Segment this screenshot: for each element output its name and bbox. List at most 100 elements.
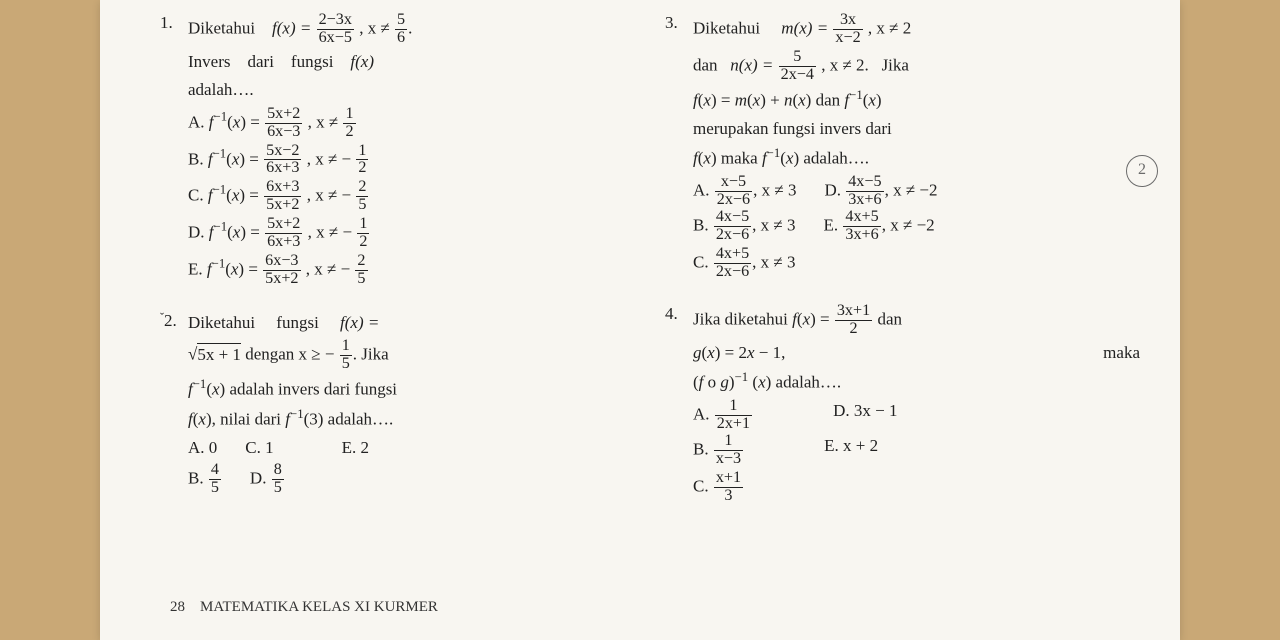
p1-l2b: dari [247,52,273,71]
p3-Cd: 2x−6 [714,264,751,281]
p1-Cn: 6x+3 [264,179,301,197]
p4-l2: g(x) = 2x − 1, maka [693,340,1140,366]
p3-l2c: , x ≠ 2. [821,55,869,74]
p1-Acn: 1 [343,106,355,124]
p1-Dn: 5x+2 [265,216,302,234]
p2-B: B. 45 [188,462,222,497]
p2-l3: f−1(x) adalah invers dari fungsi [188,375,635,403]
p2-l1a: Diketahui [188,313,255,332]
p1-Ec: , x ≠ − [306,260,350,279]
p1-Ccn: 2 [356,179,368,197]
p3-Dd: 3x+6 [846,192,883,209]
p1-Ecn: 2 [355,253,367,271]
p2-Bd: 5 [209,480,221,497]
p3-Al: A. [693,181,710,200]
problem-3: 3. Diketahui m(x) = 3xx−2 , x ≠ 2 dan n(… [665,10,1140,283]
p1-l2d: f(x) [350,52,374,71]
p3-Bc: , x ≠ 3 [752,215,795,234]
p3-l3: f(x) = m(x) + n(x) dan f−1(x) [693,86,1140,114]
p1-fd: 6x−5 [317,30,354,47]
p2-Dl: D. [250,468,267,487]
p2-l2n: 1 [340,338,352,356]
p2-opts-1: A. 0 C. 1 E. 2 [188,435,635,461]
p1-f-frac: 2−3x6x−5 [317,12,354,47]
p1-Cc: , x ≠ − [307,186,351,205]
p2-Dn: 8 [272,462,284,480]
p3-l1a: Diketahui [693,18,760,37]
p2-l4: f(x), nilai dari f−1(3) adalah…. [188,405,635,433]
p1-Bn: 5x−2 [264,143,301,161]
p1-An: 5x+2 [265,106,302,124]
p1-optB: B. f−1(x) = 5x−26x+3 , x ≠ − 12 [188,143,635,178]
p2-C: C. 1 [245,435,273,461]
p4-Cd: 3 [714,488,743,505]
p3-C: C. 4x+52x−6, x ≠ 3 [693,246,1140,281]
p4-l1d: 2 [835,321,872,338]
p3-El: E. [824,215,839,234]
p3-An: x−5 [715,174,752,192]
p3-l2b: n(x) = [730,55,773,74]
p3-Ec: , x ≠ −2 [882,215,935,234]
p1-Acd: 2 [343,124,355,141]
p1-optA: A. f−1(x) = 5x+26x−3 , x ≠ 12 [188,106,635,141]
problem-1: 1. Diketahui f(x) = 2−3x6x−5 , x ≠ 56. I… [160,10,635,290]
paper-sheet: 2 1. Diketahui f(x) = 2−3x6x−5 , x ≠ 56.… [100,0,1180,640]
p3-Dl: D. [824,181,841,200]
p3-B: B. 4x−52x−6, x ≠ 3 [693,209,796,244]
p3-Bn: 4x−5 [714,209,751,227]
p3-A: A. x−52x−6, x ≠ 3 [693,174,796,209]
p2-l1c: f(x) = [340,313,379,332]
p3-l1d: x−2 [833,30,862,47]
p1-Ac: , x ≠ [308,112,339,131]
p1-cn: 5 [395,12,407,30]
p1-cd: 6 [395,30,407,47]
p1-Ccd: 5 [356,197,368,214]
p4-r2: B. 1x−3 E. x + 2 [693,433,1140,468]
p3-Cc: , x ≠ 3 [752,252,795,271]
p2-opts-2: B. 45 D. 8 5 [188,462,635,497]
p1-Bc: , x ≠ − [307,149,351,168]
p2-l2b: 5x + 1 [197,343,241,364]
column-left: 1. Diketahui f(x) = 2−3x6x−5 , x ≠ 56. I… [160,10,635,521]
p3-l5: f(x) maka f−1(x) adalah…. [693,144,1140,172]
p2-l2a: √ [188,345,197,364]
footer-page: 28 [170,599,185,615]
p3-l2e: Jika [882,55,909,74]
p3-r1: A. x−52x−6, x ≠ 3 D. 4x−53x+6, x ≠ −2 [693,174,1140,209]
p3-l2: dan n(x) = 52x−4 , x ≠ 2. Jika [693,49,1140,84]
p1-optE: E. f−1(x) = 6x−35x+2 , x ≠ − 25 [188,253,635,288]
p4-l2a: g(x) = 2x − 1, [693,340,785,366]
p4-Cl: C. [693,476,709,495]
p2-l1: Diketahui fungsi f(x) = [188,310,635,336]
p3-l1c: , x ≠ 2 [868,18,911,37]
p1-B: B. [188,149,204,168]
p2-Bl: B. [188,468,204,487]
p1-optC: C. f−1(x) = 6x+35x+2 , x ≠ − 25 [188,179,635,214]
p2-l2d: 5 [340,356,352,373]
problem-4-number: 4. [665,301,693,507]
problem-2-body: Diketahui fungsi f(x) = √5x + 1 dengan x… [188,308,635,497]
p3-Dc: , x ≠ −2 [885,181,938,200]
problem-2: ˇ2. Diketahui fungsi f(x) = √5x + 1 deng… [160,308,635,497]
p1-lead: Diketahui [188,18,255,37]
p1-cond-frac: 56 [395,12,407,47]
p1-Bcd: 2 [356,160,368,177]
p3-Ed: 3x+6 [843,227,880,244]
p1-C: C. [188,186,204,205]
p3-Cn: 4x+5 [714,246,751,264]
p1-Dd: 6x+3 [265,234,302,251]
p3-Cl: C. [693,252,709,271]
problem-4: 4. Jika diketahui f(x) = 3x+12 dan g(x) … [665,301,1140,507]
p2-A: A. 0 [188,435,217,461]
p3-En: 4x+5 [843,209,880,227]
footer-text: MATEMATIKA KELAS XI KURMER [200,599,438,615]
p3-l1b: m(x) = [781,18,828,37]
p1-Ed: 5x+2 [263,271,300,288]
p1-cond: , x ≠ [359,18,390,37]
p4-l1c: dan [877,309,902,328]
column-right: 3. Diketahui m(x) = 3xx−2 , x ≠ 2 dan n(… [665,10,1140,521]
p1-line3: adalah…. [188,77,635,103]
p4-l1: Jika diketahui f(x) = 3x+12 dan [693,303,1140,338]
p1-Dcn: 1 [357,216,369,234]
p4-l1n: 3x+1 [835,303,872,321]
